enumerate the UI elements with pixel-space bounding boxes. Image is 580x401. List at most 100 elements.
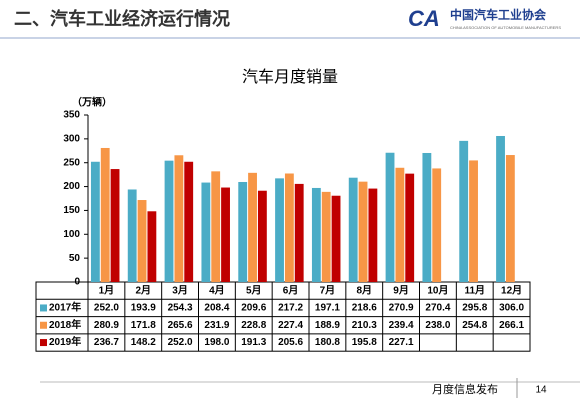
bar	[174, 155, 184, 282]
bar	[469, 160, 478, 282]
legend-label: 2019年	[49, 335, 81, 348]
table-value: 208.4	[204, 303, 229, 314]
chart-title: 汽车月度销量	[242, 68, 338, 86]
x-tick-label: 6月	[283, 284, 299, 296]
table-value: 270.4	[425, 303, 450, 314]
header-rule	[0, 37, 580, 39]
bar	[348, 177, 358, 282]
table-value: 197.1	[315, 303, 340, 314]
table-value: 270.9	[389, 303, 414, 314]
x-tick-label: 9月	[393, 284, 409, 296]
table-value: 217.2	[278, 303, 303, 314]
table-value: 231.9	[204, 320, 229, 331]
y-tick-label: 50	[69, 253, 81, 264]
bar	[257, 190, 267, 282]
bar	[221, 187, 230, 282]
x-tick-label: 11月	[464, 284, 485, 296]
logo-en: CHINA ASSOCIATION OF AUTOMOBILE MANUFACT…	[450, 25, 561, 30]
y-tick-label: 250	[63, 157, 80, 168]
table-value: 171.8	[131, 320, 156, 331]
legend-swatch	[40, 339, 47, 347]
bar	[368, 188, 378, 282]
legend-swatch	[40, 321, 47, 329]
footer-text: 月度信息发布	[432, 382, 498, 396]
legend-label: 2018年	[49, 318, 81, 331]
table-value: 252.0	[94, 303, 119, 314]
table-value: 306.0	[499, 303, 524, 314]
table-value: 266.1	[499, 320, 524, 331]
bar	[147, 211, 157, 282]
y-tick-label: 150	[63, 205, 80, 216]
y-axis-label: （万辆）	[72, 96, 112, 109]
x-tick-label: 1月	[99, 284, 115, 296]
bar	[248, 172, 257, 282]
table-value: 193.9	[131, 303, 156, 314]
bar	[505, 155, 515, 282]
bar	[358, 181, 368, 282]
bar	[321, 191, 331, 282]
table-value: 180.8	[315, 337, 340, 348]
bar	[284, 173, 294, 282]
table-value: 228.8	[241, 320, 266, 331]
bar	[311, 187, 321, 282]
bar	[459, 140, 469, 282]
bar	[184, 161, 194, 282]
table-value: 254.8	[462, 320, 487, 331]
bar	[405, 173, 415, 282]
x-tick-label: 3月	[172, 284, 188, 296]
y-tick-label: 350	[63, 110, 80, 121]
slide-title: 二、汽车工业经济运行情况	[14, 8, 230, 29]
table-value: 209.6	[241, 303, 266, 314]
table-value: 239.4	[389, 320, 414, 331]
legend-swatch	[40, 304, 47, 312]
table-value: 205.6	[278, 337, 303, 348]
table-value: 218.6	[352, 303, 377, 314]
x-tick-label: 12月	[501, 284, 522, 296]
logo-mark: CA	[408, 6, 440, 31]
x-tick-label: 10月	[427, 284, 448, 296]
table-value: 188.9	[315, 320, 340, 331]
table-value: 295.8	[462, 303, 487, 314]
bar	[294, 183, 304, 282]
y-tick-label: 300	[63, 133, 80, 144]
bar	[395, 167, 405, 282]
table-value: 280.9	[94, 320, 119, 331]
bar	[211, 171, 221, 282]
table-value: 198.0	[204, 337, 229, 348]
table-value: 148.2	[131, 337, 156, 348]
bar	[164, 160, 174, 282]
y-tick-label: 100	[63, 229, 80, 240]
table-value: 210.3	[352, 320, 377, 331]
table-value: 195.8	[352, 337, 377, 348]
bar	[422, 152, 432, 282]
x-tick-label: 7月	[320, 284, 336, 296]
bar	[238, 181, 248, 282]
bar	[201, 182, 211, 282]
x-tick-label: 4月	[209, 284, 225, 296]
table-value: 252.0	[168, 337, 193, 348]
table-value: 191.3	[241, 337, 266, 348]
bar	[137, 200, 147, 282]
x-tick-label: 5月	[246, 284, 262, 296]
x-tick-label: 2月	[135, 284, 151, 296]
y-tick-label: 200	[63, 181, 80, 192]
table-value: 227.4	[278, 320, 303, 331]
logo-text: 中国汽车工业协会	[450, 7, 547, 22]
bar	[496, 135, 505, 282]
table-value: 265.6	[168, 320, 193, 331]
table-value: 227.1	[389, 337, 414, 348]
table-value: 236.7	[94, 337, 119, 348]
bar	[385, 152, 395, 282]
bar	[90, 161, 100, 282]
bar	[100, 147, 110, 282]
table-value: 254.3	[168, 303, 193, 314]
legend-label: 2017年	[49, 301, 81, 314]
bar	[331, 195, 341, 282]
page-number: 14	[535, 385, 547, 396]
bar	[432, 168, 442, 282]
bar	[127, 189, 137, 282]
x-tick-label: 8月	[356, 284, 372, 296]
bar	[275, 178, 284, 282]
bar	[110, 169, 120, 282]
